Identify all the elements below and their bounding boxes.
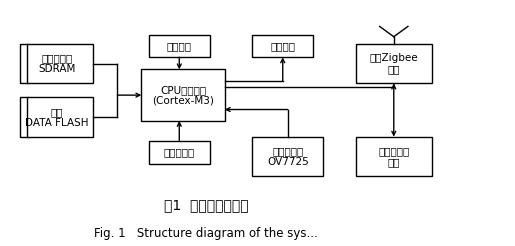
- Bar: [356, 44, 432, 83]
- Text: 模块: 模块: [387, 157, 400, 167]
- Text: 电源模块: 电源模块: [167, 41, 192, 51]
- Text: OV7725: OV7725: [267, 157, 308, 167]
- Text: 模块: 模块: [387, 64, 400, 74]
- Bar: [20, 97, 94, 137]
- Text: 图1  系统总体结构图: 图1 系统总体结构图: [164, 198, 248, 212]
- Text: 无线Zigbee: 无线Zigbee: [369, 53, 418, 63]
- Bar: [149, 35, 210, 57]
- Bar: [356, 137, 432, 176]
- Text: 红外探测器: 红外探测器: [164, 148, 195, 158]
- Text: 图像传感器: 图像传感器: [272, 146, 303, 156]
- Text: Fig. 1   Structure diagram of the sys...: Fig. 1 Structure diagram of the sys...: [94, 227, 318, 240]
- Text: CPU处理模块: CPU处理模块: [160, 85, 206, 95]
- Text: 外部存储器: 外部存储器: [41, 53, 73, 63]
- Bar: [252, 35, 313, 57]
- Text: DATA FLASH: DATA FLASH: [25, 118, 89, 127]
- Bar: [20, 44, 94, 83]
- Bar: [142, 69, 225, 121]
- Bar: [252, 137, 323, 176]
- Text: 温度传感器: 温度传感器: [378, 146, 409, 156]
- Bar: [149, 141, 210, 164]
- Text: (Cortex-M3): (Cortex-M3): [152, 95, 214, 106]
- Text: 外部: 外部: [50, 107, 63, 117]
- Text: SDRAM: SDRAM: [38, 64, 76, 74]
- Text: 电机运动: 电机运动: [270, 41, 295, 51]
